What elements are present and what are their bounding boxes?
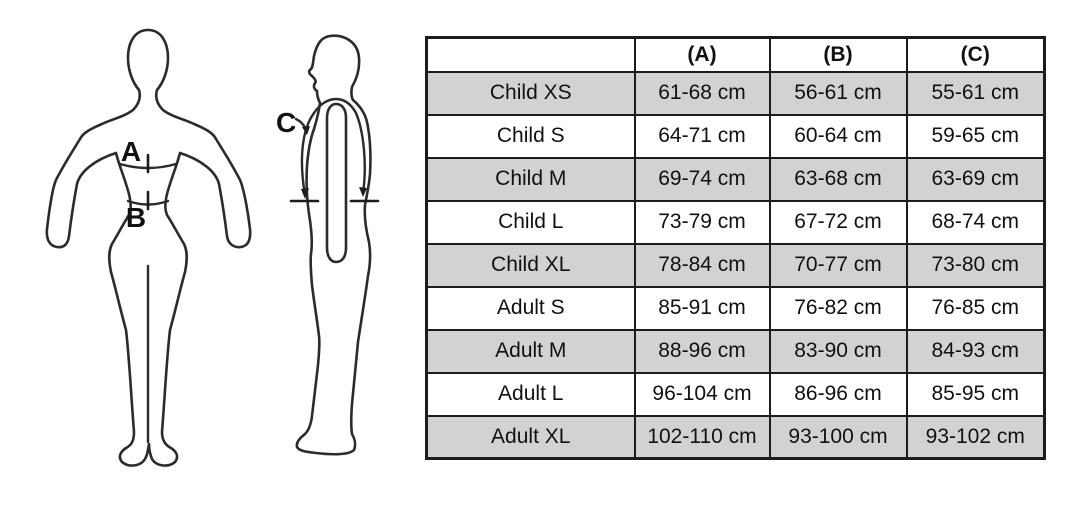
table-row-child-xl: Child XL 78-84 cm 70-77 cm 73-80 cm bbox=[425, 242, 1046, 288]
measure-b-cell: 70-77 cm bbox=[768, 242, 908, 288]
measure-b-cell: 60-64 cm bbox=[768, 113, 908, 159]
table-header-row: (A) (B) (C) bbox=[425, 36, 1046, 73]
size-cell: Child S bbox=[425, 113, 636, 159]
measure-c-cell: 93-102 cm bbox=[905, 414, 1046, 460]
table-row-child-xs: Child XS 61-68 cm 56-61 cm 55-61 cm bbox=[425, 70, 1046, 116]
table-row-child-s: Child S 64-71 cm 60-64 cm 59-65 cm bbox=[425, 113, 1046, 159]
measure-c-cell: 63-69 cm bbox=[905, 156, 1046, 202]
measure-a-cell: 73-79 cm bbox=[633, 199, 771, 245]
measure-a-cell: 69-74 cm bbox=[633, 156, 771, 202]
measure-b-cell: 67-72 cm bbox=[768, 199, 908, 245]
size-measurement-table: (A) (B) (C) Child XS 61-68 cm 56-61 cm 5… bbox=[425, 36, 1046, 460]
measure-c-cell: 55-61 cm bbox=[905, 70, 1046, 116]
table-row-adult-s: Adult S 85-91 cm 76-82 cm 76-85 cm bbox=[425, 285, 1046, 331]
measurement-label-a: A bbox=[121, 136, 141, 167]
measure-c-cell: 68-74 cm bbox=[905, 199, 1046, 245]
measure-a-cell: 78-84 cm bbox=[633, 242, 771, 288]
size-cell: Adult XL bbox=[425, 414, 636, 460]
measure-b-cell: 83-90 cm bbox=[768, 328, 908, 374]
table-row-child-m: Child M 69-74 cm 63-68 cm 63-69 cm bbox=[425, 156, 1046, 202]
table-row-child-l: Child L 73-79 cm 67-72 cm 68-74 cm bbox=[425, 199, 1046, 245]
size-cell: Adult M bbox=[425, 328, 636, 374]
measure-c-cell: 76-85 cm bbox=[905, 285, 1046, 331]
strap-back-arrowhead bbox=[359, 187, 367, 197]
label-c-pointer-arrowhead bbox=[302, 126, 310, 135]
side-arm-outline bbox=[325, 102, 348, 264]
size-cell: Child XL bbox=[425, 242, 636, 288]
measure-a-cell: 88-96 cm bbox=[633, 328, 771, 374]
measure-b-cell: 76-82 cm bbox=[768, 285, 908, 331]
measure-a-cell: 96-104 cm bbox=[633, 371, 771, 417]
measure-c-cell: 85-95 cm bbox=[905, 371, 1046, 417]
measurement-label-c: C bbox=[276, 107, 296, 138]
size-cell: Child M bbox=[425, 156, 636, 202]
measure-b-cell: 86-96 cm bbox=[768, 371, 908, 417]
column-header-c: (C) bbox=[905, 36, 1046, 73]
measure-c-cell: 73-80 cm bbox=[905, 242, 1046, 288]
measurement-label-b: B bbox=[126, 202, 146, 233]
size-cell: Child XS bbox=[425, 70, 636, 116]
strap-front-arrowhead bbox=[301, 188, 309, 199]
column-header-a: (A) bbox=[633, 36, 771, 73]
measure-a-cell: 85-91 cm bbox=[633, 285, 771, 331]
table-row-adult-l: Adult L 96-104 cm 86-96 cm 85-95 cm bbox=[425, 371, 1046, 417]
measure-a-cell: 102-110 cm bbox=[633, 414, 771, 460]
measure-c-cell: 59-65 cm bbox=[905, 113, 1046, 159]
size-cell: Child L bbox=[425, 199, 636, 245]
table-row-adult-xl: Adult XL 102-110 cm 93-100 cm 93-102 cm bbox=[425, 414, 1046, 460]
measure-a-cell: 64-71 cm bbox=[633, 113, 771, 159]
size-cell: Adult L bbox=[425, 371, 636, 417]
size-column-header bbox=[425, 36, 636, 73]
front-body-outline bbox=[45, 28, 252, 467]
column-header-b: (B) bbox=[768, 36, 908, 73]
measure-b-cell: 63-68 cm bbox=[768, 156, 908, 202]
size-cell: Adult S bbox=[425, 285, 636, 331]
measure-b-cell: 93-100 cm bbox=[768, 414, 908, 460]
measure-a-cell: 61-68 cm bbox=[633, 70, 771, 116]
shoulder-strap-line bbox=[300, 97, 366, 197]
table-row-adult-m: Adult M 88-96 cm 83-90 cm 84-93 cm bbox=[425, 328, 1046, 374]
measure-b-cell: 56-61 cm bbox=[768, 70, 908, 116]
front-body-diagram: A B bbox=[45, 28, 252, 467]
side-body-diagram: C bbox=[276, 34, 380, 456]
measure-c-cell: 84-93 cm bbox=[905, 328, 1046, 374]
